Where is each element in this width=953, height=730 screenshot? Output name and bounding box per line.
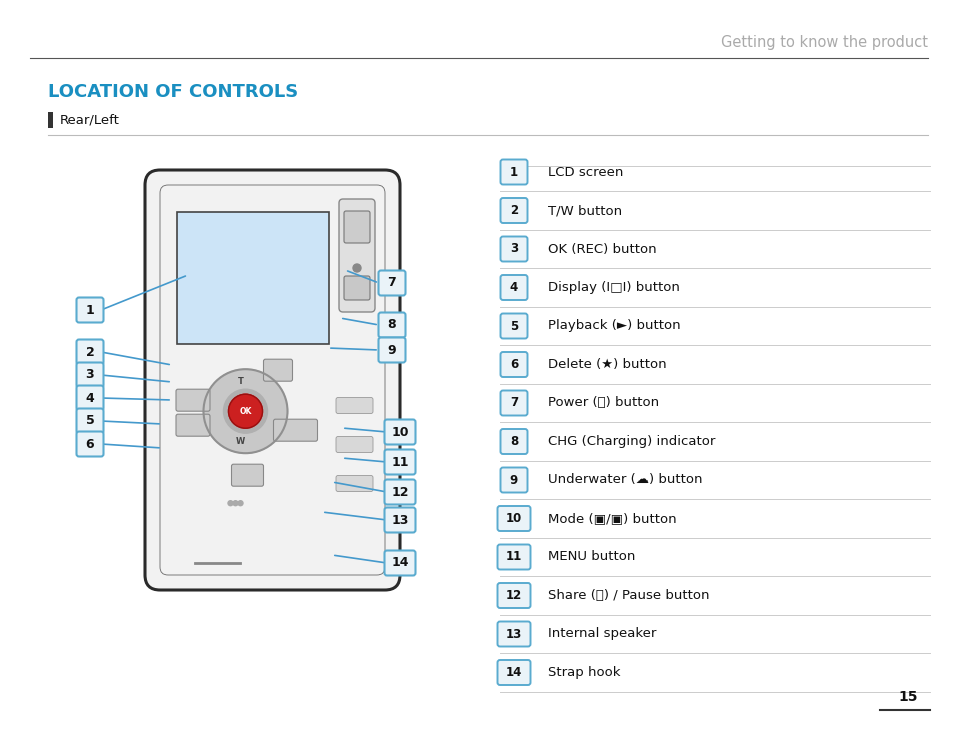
Circle shape <box>228 501 233 506</box>
Text: 11: 11 <box>505 550 521 564</box>
FancyBboxPatch shape <box>384 450 416 474</box>
Text: 7: 7 <box>387 277 395 290</box>
FancyBboxPatch shape <box>384 480 416 504</box>
FancyBboxPatch shape <box>177 212 329 344</box>
FancyBboxPatch shape <box>497 545 530 569</box>
FancyBboxPatch shape <box>338 199 375 312</box>
FancyBboxPatch shape <box>500 313 527 339</box>
Text: MENU button: MENU button <box>547 550 635 564</box>
Circle shape <box>203 369 287 453</box>
FancyBboxPatch shape <box>378 337 405 363</box>
Text: 2: 2 <box>86 345 94 358</box>
Text: 1: 1 <box>86 304 94 317</box>
Text: 14: 14 <box>391 556 408 569</box>
FancyBboxPatch shape <box>384 507 416 532</box>
FancyBboxPatch shape <box>175 414 210 437</box>
Text: 12: 12 <box>505 589 521 602</box>
FancyBboxPatch shape <box>263 359 293 381</box>
FancyBboxPatch shape <box>500 275 527 300</box>
Text: 7: 7 <box>510 396 517 410</box>
FancyBboxPatch shape <box>497 660 530 685</box>
Text: Mode (▣/▣) button: Mode (▣/▣) button <box>547 512 676 525</box>
Text: LCD screen: LCD screen <box>547 166 622 179</box>
FancyBboxPatch shape <box>48 112 53 128</box>
Circle shape <box>223 389 267 433</box>
Text: CHG (Charging) indicator: CHG (Charging) indicator <box>547 435 715 448</box>
Text: Share (⟐) / Pause button: Share (⟐) / Pause button <box>547 589 709 602</box>
FancyBboxPatch shape <box>232 464 263 486</box>
Text: 1: 1 <box>510 166 517 179</box>
FancyBboxPatch shape <box>500 159 527 185</box>
Text: 4: 4 <box>509 281 517 294</box>
FancyBboxPatch shape <box>497 621 530 647</box>
Text: 6: 6 <box>509 358 517 371</box>
Text: 9: 9 <box>387 344 395 356</box>
FancyBboxPatch shape <box>344 276 370 300</box>
Text: 11: 11 <box>391 456 408 469</box>
FancyBboxPatch shape <box>378 312 405 337</box>
FancyBboxPatch shape <box>175 389 210 411</box>
Text: 3: 3 <box>510 242 517 255</box>
Circle shape <box>237 501 243 506</box>
Text: OK: OK <box>239 407 252 415</box>
Text: 14: 14 <box>505 666 521 679</box>
Text: T: T <box>237 377 243 385</box>
Text: 10: 10 <box>505 512 521 525</box>
Text: Underwater (☁) button: Underwater (☁) button <box>547 474 701 486</box>
Text: 15: 15 <box>898 690 917 704</box>
FancyBboxPatch shape <box>335 475 373 491</box>
Text: 13: 13 <box>391 513 408 526</box>
Text: 10: 10 <box>391 426 408 439</box>
Text: Delete (★) button: Delete (★) button <box>547 358 666 371</box>
Text: 8: 8 <box>509 435 517 448</box>
FancyBboxPatch shape <box>76 385 103 410</box>
Text: Power (⏻) button: Power (⏻) button <box>547 396 659 410</box>
FancyBboxPatch shape <box>145 170 399 590</box>
FancyBboxPatch shape <box>384 550 416 575</box>
FancyBboxPatch shape <box>344 211 370 243</box>
FancyBboxPatch shape <box>76 409 103 434</box>
Text: Strap hook: Strap hook <box>547 666 619 679</box>
Text: 13: 13 <box>505 628 521 640</box>
FancyBboxPatch shape <box>497 506 530 531</box>
Text: T/W button: T/W button <box>547 204 621 217</box>
FancyBboxPatch shape <box>500 429 527 454</box>
FancyBboxPatch shape <box>497 583 530 608</box>
Text: 4: 4 <box>86 391 94 404</box>
Text: Getting to know the product: Getting to know the product <box>720 34 927 50</box>
Circle shape <box>229 394 262 429</box>
FancyBboxPatch shape <box>274 419 317 441</box>
FancyBboxPatch shape <box>500 391 527 415</box>
Text: Internal speaker: Internal speaker <box>547 628 656 640</box>
FancyBboxPatch shape <box>378 271 405 296</box>
Text: 9: 9 <box>509 474 517 486</box>
Text: Playback (►) button: Playback (►) button <box>547 320 679 332</box>
Circle shape <box>233 501 237 506</box>
Text: 5: 5 <box>86 415 94 428</box>
FancyBboxPatch shape <box>76 363 103 388</box>
FancyBboxPatch shape <box>76 298 103 323</box>
FancyBboxPatch shape <box>335 398 373 413</box>
Text: Display (I□I) button: Display (I□I) button <box>547 281 679 294</box>
Text: 6: 6 <box>86 437 94 450</box>
Text: 8: 8 <box>387 318 395 331</box>
FancyBboxPatch shape <box>335 437 373 453</box>
Circle shape <box>353 264 360 272</box>
Text: Rear/Left: Rear/Left <box>60 113 120 126</box>
FancyBboxPatch shape <box>500 467 527 493</box>
FancyBboxPatch shape <box>76 431 103 456</box>
Text: 5: 5 <box>509 320 517 332</box>
Text: 12: 12 <box>391 485 408 499</box>
Text: LOCATION OF CONTROLS: LOCATION OF CONTROLS <box>48 83 298 101</box>
FancyBboxPatch shape <box>76 339 103 364</box>
FancyBboxPatch shape <box>500 198 527 223</box>
FancyBboxPatch shape <box>500 352 527 377</box>
Text: W: W <box>235 437 245 446</box>
Text: OK (REC) button: OK (REC) button <box>547 242 656 255</box>
FancyBboxPatch shape <box>384 420 416 445</box>
Text: 3: 3 <box>86 369 94 382</box>
FancyBboxPatch shape <box>500 237 527 261</box>
Text: 2: 2 <box>510 204 517 217</box>
